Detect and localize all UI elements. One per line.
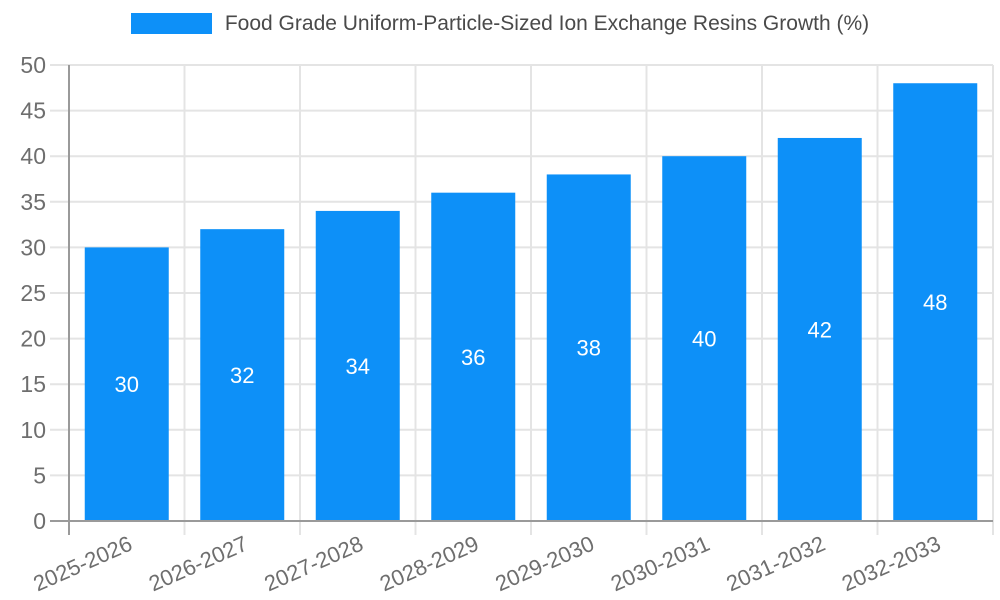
x-tick-label: 2029-2030 [491,531,597,597]
chart-legend[interactable]: Food Grade Uniform-Particle-Sized Ion Ex… [0,13,1000,34]
x-tick-label: 2032-2033 [838,531,944,597]
bar[interactable] [315,210,400,521]
bar-value-label: 34 [346,354,370,379]
bar[interactable] [546,174,631,520]
y-tick-label: 20 [20,326,46,352]
bar-value-label: 48 [923,290,947,315]
y-tick-label: 30 [20,234,46,260]
legend-label: Food Grade Uniform-Particle-Sized Ion Ex… [224,12,870,35]
bar[interactable] [200,229,285,520]
bar-value-label: 30 [115,372,139,397]
x-tick-label: 2028-2029 [376,531,482,597]
bar-value-label: 36 [461,345,485,370]
y-tick-label: 10 [20,417,46,443]
x-tick-label: 2030-2031 [607,531,713,597]
y-tick-label: 45 [20,98,46,124]
bar[interactable] [84,247,169,520]
y-tick-label: 35 [20,189,46,215]
bar-value-label: 38 [577,336,601,361]
y-tick-label: 40 [20,143,46,169]
bar-value-label: 42 [808,317,832,342]
x-tick-label: 2025-2026 [29,531,135,597]
x-tick-label: 2026-2027 [145,531,251,597]
bar-value-label: 32 [230,363,254,388]
y-tick-label: 0 [33,508,46,534]
y-tick-label: 50 [20,52,46,78]
bar[interactable] [662,156,747,520]
x-tick-label: 2027-2028 [260,531,366,597]
bar[interactable] [777,137,862,520]
bar-value-label: 40 [692,327,716,352]
x-tick-label: 2031-2032 [722,531,828,597]
bar[interactable] [431,192,516,520]
y-tick-label: 25 [20,280,46,306]
legend-swatch [130,13,212,34]
y-tick-label: 5 [33,462,46,488]
bar[interactable] [893,83,978,521]
y-tick-label: 15 [20,371,46,397]
